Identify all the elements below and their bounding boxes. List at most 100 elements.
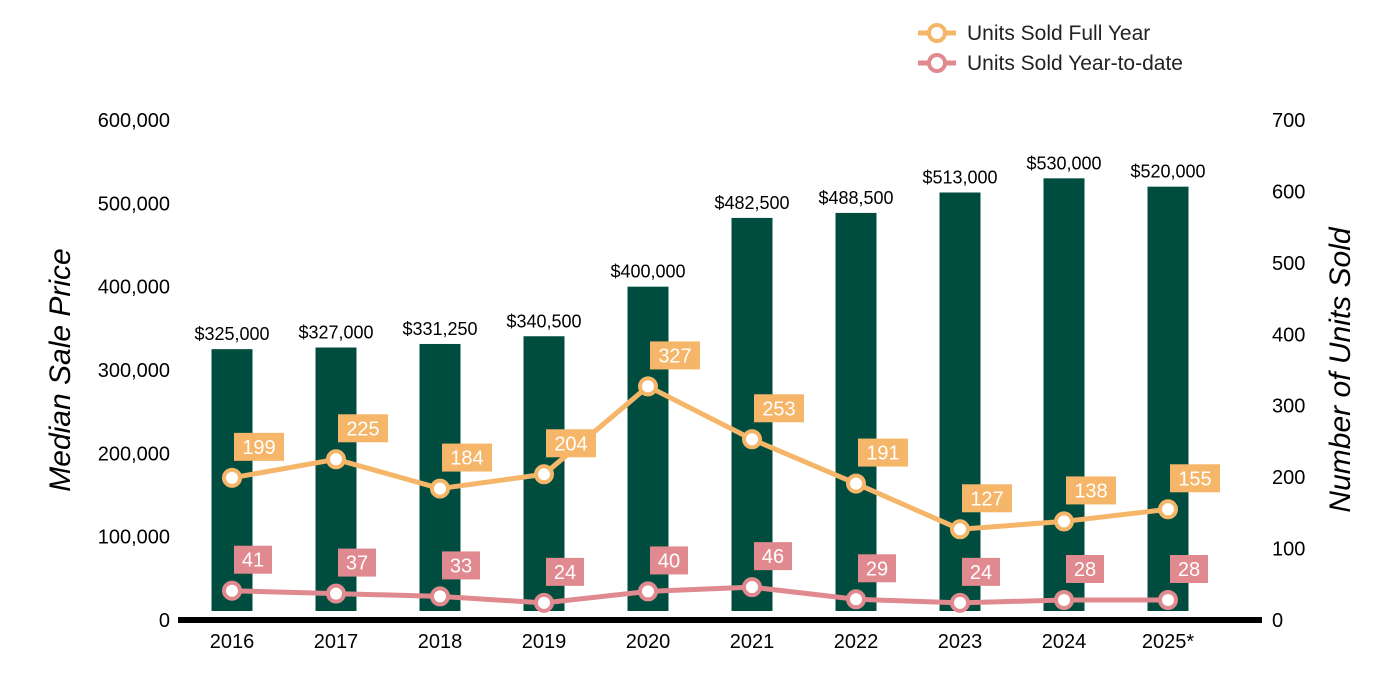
data-label-box (1170, 464, 1220, 493)
bar-value-label: $340,500 (506, 311, 581, 331)
data-label: 327 (658, 345, 691, 367)
data-point (1054, 511, 1074, 532)
y-axis-ticks: 0 100,000 200,000 300,000 400,000 500,000 600,… (98, 110, 170, 632)
data-label: 253 (762, 398, 795, 420)
data-label: 33 (450, 555, 472, 577)
x-tick-label: 2024 (1042, 631, 1087, 653)
series-full-year: 199 225 184 204 327 253 191 127 138 155 (222, 341, 1220, 540)
data-label-box (338, 548, 376, 577)
series-line (231, 383, 1169, 532)
y2-tick-label: 700 (1272, 110, 1305, 132)
data-label-box (1066, 476, 1116, 505)
y2-tick-label: 400 (1272, 324, 1305, 346)
data-label: 40 (658, 550, 680, 572)
bar-value-label: $482,500 (714, 193, 789, 213)
series-year-to-date: 41 37 33 24 40 46 29 24 28 28 (222, 542, 1208, 613)
data-label-box (1066, 555, 1104, 583)
data-label: 191 (866, 443, 899, 465)
x-tick-label: 2017 (314, 631, 359, 653)
y-tick-label: 600,000 (98, 110, 170, 132)
data-label-box (546, 429, 596, 458)
data-label: 29 (866, 558, 888, 580)
data-label: 155 (1178, 468, 1211, 490)
bar-value-label: $400,000 (610, 262, 685, 282)
legend: Units Sold Full Year Units Sold Year-to-… (918, 22, 1183, 75)
y2-tick-label: 100 (1272, 539, 1305, 561)
data-label-box (234, 545, 272, 574)
data-label: 46 (762, 546, 784, 568)
x-tick-label: 2019 (522, 631, 567, 653)
data-point (742, 577, 762, 598)
data-label: 127 (970, 488, 1003, 510)
y-axis-title: Median Sale Price (44, 248, 77, 491)
y2-tick-label: 500 (1272, 253, 1305, 275)
data-point (534, 592, 554, 613)
legend-label-ytd: Units Sold Year-to-date (967, 52, 1183, 75)
data-label: 204 (554, 433, 587, 455)
data-label: 28 (1178, 559, 1200, 581)
data-point (846, 589, 866, 610)
data-point (430, 586, 450, 607)
data-point (742, 429, 762, 450)
data-label: 24 (970, 562, 992, 584)
data-label-box (754, 542, 792, 571)
data-label: 37 (346, 553, 368, 575)
data-label-box (650, 341, 700, 370)
legend-marker-full-year (927, 23, 947, 43)
data-label: 184 (450, 448, 483, 470)
y2-tick-label: 0 (1272, 610, 1283, 632)
bar (1147, 186, 1189, 611)
y-tick-label: 400,000 (98, 277, 170, 299)
data-label: 28 (1074, 559, 1096, 581)
data-point (846, 473, 866, 494)
data-point (950, 592, 970, 613)
x-tick-label: 2020 (626, 631, 671, 653)
line-series: 199 225 184 204 327 253 191 127 138 155 41 37 33 24 40… (222, 341, 1220, 613)
data-point (326, 449, 346, 470)
bar-value-label: $513,000 (922, 168, 997, 188)
data-point (326, 583, 346, 604)
series-line (231, 584, 1168, 606)
bar (835, 212, 877, 611)
data-point (222, 580, 242, 601)
data-point (638, 581, 658, 602)
y-tick-label: 300,000 (98, 360, 170, 382)
data-label-box (858, 438, 908, 467)
data-label: 138 (1074, 480, 1107, 502)
x-tick-label: 2023 (938, 631, 983, 653)
legend-item-ytd: Units Sold Year-to-date (918, 52, 1183, 75)
bar-value-label: $327,000 (298, 323, 373, 343)
y2-tick-label: 300 (1272, 396, 1305, 418)
data-point (1054, 590, 1074, 610)
legend-marker-ytd (927, 53, 947, 73)
data-label-box (234, 432, 284, 461)
bar (939, 192, 981, 611)
data-label-box (442, 551, 480, 580)
data-label: 41 (242, 550, 264, 572)
data-label-box (650, 546, 688, 575)
y-tick-label: 0 (159, 610, 170, 632)
legend-item-full-year: Units Sold Full Year (918, 22, 1150, 45)
x-tick-label: 2016 (210, 631, 255, 653)
data-point (222, 467, 242, 488)
data-label-box (754, 394, 804, 423)
x-axis-ticks: 2016 2017 2018 2019 2020 2021 2022 2023 2024 2025… (210, 631, 1195, 653)
data-label-box (858, 554, 896, 583)
y-tick-label: 100,000 (98, 527, 170, 549)
data-point (1158, 590, 1178, 610)
x-tick-label: 2025* (1142, 631, 1194, 653)
bar-value-label: $530,000 (1026, 153, 1101, 173)
y2-tick-label: 600 (1272, 181, 1305, 203)
y-tick-label: 500,000 (98, 193, 170, 215)
data-label-box (962, 484, 1012, 513)
data-point (534, 464, 554, 485)
bar-value-label: $331,250 (402, 319, 477, 339)
legend-label-full-year: Units Sold Full Year (967, 22, 1150, 45)
data-label-box (1170, 555, 1208, 583)
x-tick-label: 2022 (834, 631, 879, 653)
data-point (950, 519, 970, 540)
data-label-box (442, 443, 492, 472)
data-label-box (338, 414, 388, 443)
bar-value-label: $520,000 (1130, 162, 1205, 182)
